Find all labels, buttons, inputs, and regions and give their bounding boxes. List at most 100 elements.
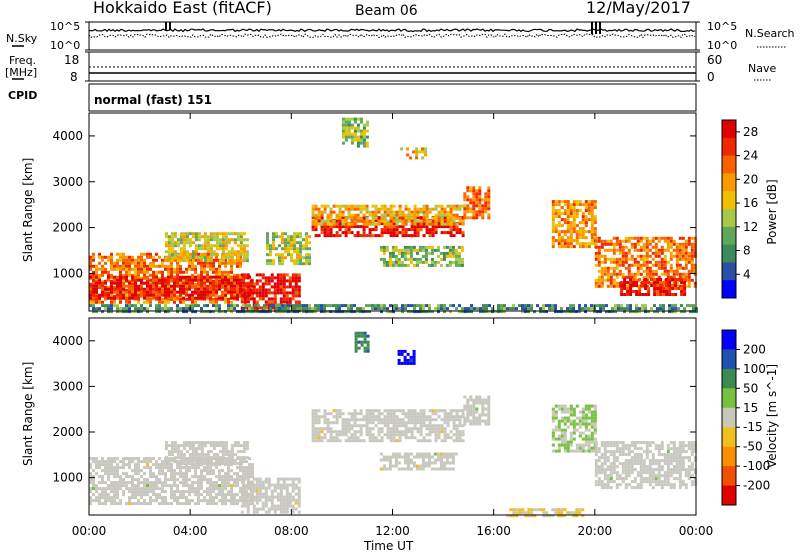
heatmap-cell <box>603 257 607 261</box>
heatmap-cell <box>240 294 244 298</box>
heatmap-cell <box>347 225 351 229</box>
heatmap-cell <box>191 456 195 460</box>
heatmap-cell <box>203 469 206 473</box>
heatmap-cell <box>641 304 644 308</box>
heatmap-cell <box>170 261 173 265</box>
heatmap-cell <box>338 415 342 419</box>
heatmap-cell <box>227 456 231 460</box>
heatmap-cell <box>554 215 558 219</box>
heatmap-cell <box>92 310 95 314</box>
heatmap-cell <box>282 507 286 511</box>
heatmap-cell <box>401 219 405 223</box>
heatmap-cell <box>128 258 131 262</box>
heatmap-cell <box>299 241 302 245</box>
heatmap-cell <box>338 310 341 314</box>
heatmap-cell <box>245 259 249 263</box>
heatmap-cell <box>206 499 209 503</box>
heatmap-cell <box>326 421 330 425</box>
heatmap-cell <box>92 275 95 279</box>
heatmap-cell <box>317 430 321 434</box>
heatmap-cell <box>188 453 192 457</box>
heatmap-cell <box>645 272 649 276</box>
heatmap-cell <box>663 266 667 270</box>
heatmap-cell <box>572 221 576 225</box>
heatmap-cell <box>89 284 92 288</box>
heatmap-cell <box>200 484 203 488</box>
heatmap-cell <box>584 310 587 314</box>
heatmap-cell <box>386 219 390 223</box>
heatmap-cell <box>267 507 271 511</box>
heatmap-cell <box>427 458 431 462</box>
heatmap-cell <box>615 236 619 240</box>
heatmap-cell <box>107 475 110 479</box>
heatmap-cell <box>663 254 667 258</box>
heatmap-cell <box>188 487 191 491</box>
heatmap-cell <box>362 123 366 127</box>
heatmap-cell <box>179 450 183 454</box>
heatmap-cell <box>230 475 233 479</box>
heatmap-cell <box>209 250 213 254</box>
heatmap-cell <box>92 457 95 461</box>
heatmap-cell <box>323 310 326 314</box>
heatmap-cell <box>125 304 128 308</box>
heatmap-cell <box>218 279 221 283</box>
heatmap-cell <box>365 412 369 416</box>
heatmap-cell <box>176 490 179 494</box>
heatmap-cell <box>425 310 428 314</box>
heatmap-cell <box>243 300 247 304</box>
heatmap-cell <box>403 254 407 258</box>
heatmap-cell <box>212 264 215 268</box>
heatmap-cell <box>609 248 613 252</box>
heatmap-cell <box>206 441 210 445</box>
heatmap-cell <box>584 304 587 308</box>
heatmap-cell <box>158 270 161 274</box>
heatmap-cell <box>560 224 564 228</box>
heatmap-cell <box>350 433 354 437</box>
heatmap-cell <box>403 452 407 456</box>
heatmap-cell <box>243 294 247 298</box>
heatmap-cell <box>179 278 182 282</box>
heatmap-cell <box>246 297 250 301</box>
heatmap-cell <box>258 489 262 493</box>
heatmap-cell <box>134 493 137 497</box>
heatmap-cell <box>191 235 195 239</box>
heatmap-cell <box>680 287 684 290</box>
heatmap-cell <box>442 461 446 465</box>
heatmap-cell <box>170 232 174 236</box>
heatmap-cell <box>341 225 345 229</box>
heatmap-cell <box>167 267 170 271</box>
heatmap-cell <box>308 253 311 257</box>
heatmap-cell <box>206 235 210 239</box>
heatmap-cell <box>242 310 245 314</box>
heatmap-cell <box>371 213 375 217</box>
heatmap-cell <box>191 253 195 257</box>
heatmap-cell <box>125 310 128 314</box>
heatmap-cell <box>674 293 678 296</box>
heatmap-cell <box>645 251 649 255</box>
heatmap-cell <box>164 502 167 506</box>
heatmap-cell <box>282 294 286 298</box>
heatmap-cell <box>200 444 204 448</box>
heatmap-cell <box>197 475 200 479</box>
heatmap-cell <box>380 213 384 217</box>
heatmap-cell <box>431 418 435 422</box>
heatmap-cell <box>242 444 246 448</box>
heatmap-cell <box>419 415 423 419</box>
heatmap-cell <box>239 490 242 494</box>
heatmap-cell <box>347 117 351 121</box>
heatmap-cell <box>350 213 354 217</box>
heatmap-cell <box>227 469 230 473</box>
heatmap-cell <box>635 281 639 284</box>
heatmap-cell <box>221 499 224 503</box>
heatmap-cell <box>656 284 660 287</box>
heatmap-cell <box>353 219 357 223</box>
heatmap-cell <box>242 469 245 473</box>
heatmap-cell <box>215 502 218 506</box>
heatmap-cell <box>461 439 465 443</box>
heatmap-cell <box>554 230 558 234</box>
heatmap-cell <box>584 209 588 213</box>
heatmap-cell <box>650 284 654 287</box>
heatmap-cell <box>230 462 234 466</box>
heatmap-cell <box>242 466 245 470</box>
heatmap-cell <box>380 310 383 314</box>
